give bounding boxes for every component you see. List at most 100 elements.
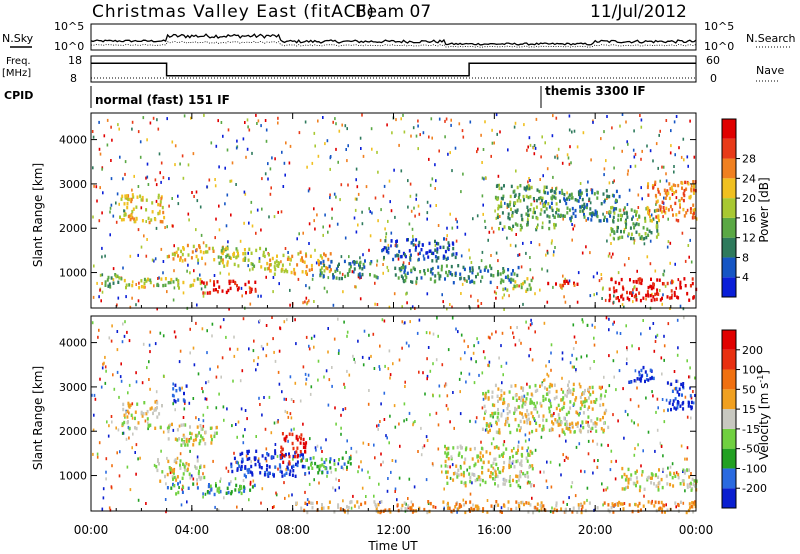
echo-cell <box>185 384 188 388</box>
noise-cell <box>261 487 264 491</box>
echo-cell <box>264 267 266 271</box>
echo-cell <box>638 214 641 218</box>
noise-cell <box>264 172 267 176</box>
echo-cell <box>596 191 599 195</box>
echo-cell <box>503 477 506 482</box>
echo-cell <box>484 393 487 397</box>
echo-cell <box>384 239 387 243</box>
echo-cell <box>691 477 694 481</box>
noise-cell <box>677 346 679 350</box>
echo-cell <box>200 476 203 480</box>
echo-cell <box>553 383 556 387</box>
noise-cell <box>277 210 279 214</box>
echo-cell <box>478 475 481 480</box>
echo-cell <box>513 284 516 288</box>
echo-cell <box>566 206 569 210</box>
echo-cell <box>646 476 649 480</box>
noise-cell <box>482 397 485 401</box>
noise-cell <box>250 460 252 464</box>
echo-cell <box>551 383 553 388</box>
noise-cell <box>122 177 124 181</box>
echo-cell <box>650 286 653 291</box>
echo-cell <box>502 466 505 470</box>
echo-cell <box>657 214 660 218</box>
echo-cell <box>396 503 399 507</box>
echo-cell <box>185 439 188 444</box>
echo-cell <box>653 298 656 302</box>
noise-cell <box>354 208 357 212</box>
noise-cell <box>206 185 208 189</box>
noise-cell <box>612 359 615 363</box>
echo-cell <box>588 405 591 409</box>
echo-cell <box>635 287 638 292</box>
echo-cell <box>675 189 678 194</box>
echo-cell <box>544 204 547 208</box>
noise-cell <box>145 220 147 223</box>
noise-cell <box>357 275 360 279</box>
echo-cell <box>529 401 532 405</box>
echo-cell <box>159 203 162 207</box>
echo-cell <box>650 298 653 303</box>
noise-cell <box>498 356 500 360</box>
echo-cell <box>202 438 205 442</box>
noise-cell <box>388 441 390 445</box>
noise-cell <box>259 403 261 406</box>
noise-cell <box>509 243 512 247</box>
noise-cell <box>445 404 448 408</box>
echo-cell <box>220 249 223 253</box>
noise-cell <box>110 177 113 181</box>
echo-cell <box>242 258 245 262</box>
echo-cell <box>603 218 605 222</box>
noise-cell <box>196 199 199 203</box>
noise-cell <box>379 238 382 242</box>
echo-cell <box>246 457 249 461</box>
noise-cell <box>379 344 381 348</box>
echo-cell <box>502 401 504 405</box>
noise-cell <box>338 129 341 133</box>
echo-cell <box>149 407 152 411</box>
echo-cell <box>510 184 513 189</box>
noise-cell <box>512 331 514 335</box>
echo-cell <box>301 259 304 263</box>
echo-cell <box>182 485 185 490</box>
noise-cell <box>573 365 575 369</box>
noise-cell <box>626 348 628 352</box>
noise-cell <box>410 209 413 213</box>
noise-cell <box>556 154 559 158</box>
echo-cell <box>509 194 512 199</box>
noise-cell <box>495 291 497 295</box>
echo-cell <box>579 209 582 213</box>
noise-cell <box>398 476 401 480</box>
echo-cell <box>534 505 537 510</box>
echo-cell <box>171 422 173 427</box>
noise-cell <box>98 295 100 299</box>
echo-cell <box>625 211 628 216</box>
noise-cell <box>621 113 624 116</box>
echo-cell <box>188 439 191 443</box>
echo-cell <box>618 281 621 286</box>
noise-cell <box>166 426 169 430</box>
echo-cell <box>497 272 500 276</box>
noise-cell <box>118 202 120 206</box>
noise-cell <box>339 271 341 275</box>
noise-cell <box>561 188 563 192</box>
echo-cell <box>294 474 297 478</box>
echo-cell <box>585 420 588 424</box>
echo-cell <box>644 232 647 236</box>
echo-cell <box>591 407 594 411</box>
echo-cell <box>564 198 567 203</box>
echo-cell <box>462 265 465 270</box>
noise-cell <box>240 407 243 411</box>
echo-cell <box>227 288 230 293</box>
echo-cell <box>580 400 583 404</box>
echo-cell <box>520 285 523 290</box>
noise-cell <box>410 500 413 504</box>
noise-cell <box>426 374 429 378</box>
echo-cell <box>557 403 560 408</box>
echo-cell <box>655 235 658 239</box>
echo-cell <box>646 478 649 482</box>
noise-cell <box>362 154 365 158</box>
noise-cell <box>383 418 386 421</box>
echo-cell <box>608 293 611 298</box>
echo-cell <box>288 452 290 456</box>
